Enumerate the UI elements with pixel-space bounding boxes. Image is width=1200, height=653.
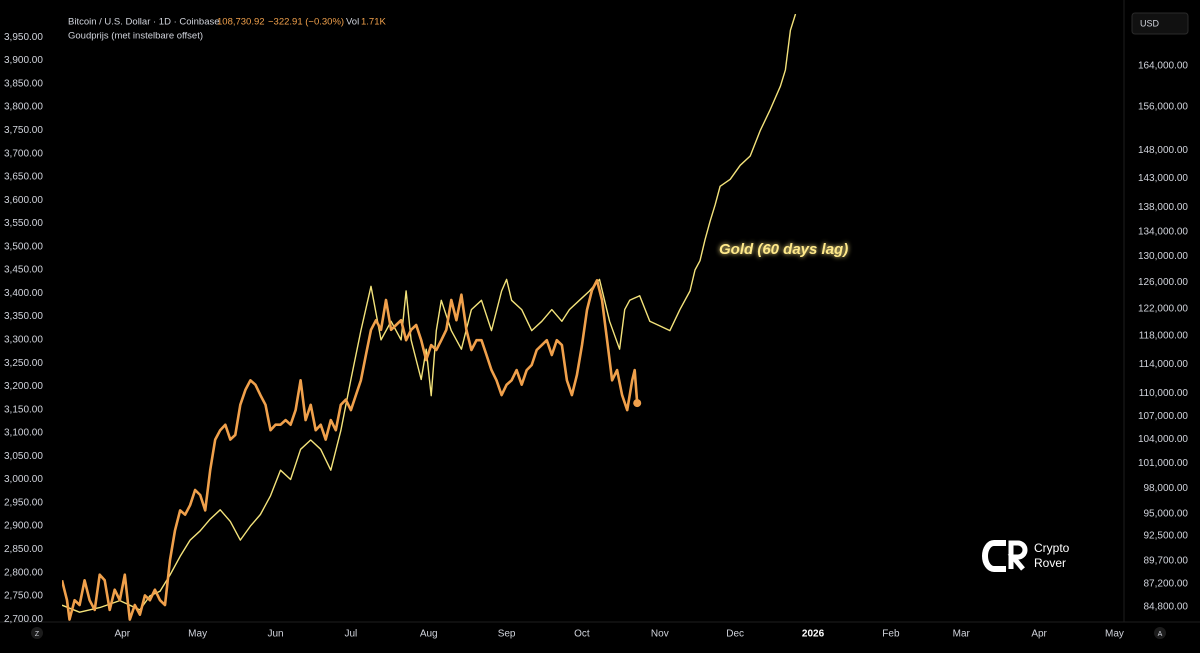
x-tick-label: Oct	[574, 629, 590, 640]
logo-text: Crypto	[1034, 541, 1070, 555]
y-tick-label: 3,700.00	[4, 148, 43, 159]
x-tick-label: Feb	[882, 629, 900, 640]
y-tick-label: 3,150.00	[4, 404, 43, 415]
zoom-button[interactable]	[31, 627, 43, 639]
last-price: 108,730.92	[217, 17, 265, 28]
currency-button-label[interactable]: USD	[1140, 18, 1160, 28]
y-tick-label: 2,850.00	[4, 544, 43, 555]
zoom-button-label[interactable]: Z	[35, 631, 40, 638]
y2-tick-label: 107,000.00	[1138, 411, 1188, 422]
logo-mark	[982, 540, 1006, 572]
currency-button[interactable]	[1131, 12, 1189, 35]
y-tick-label: 2,950.00	[4, 497, 43, 508]
y-tick-label: 3,400.00	[4, 288, 43, 299]
x-tick-label: May	[1105, 629, 1124, 640]
y-tick-label: 3,500.00	[4, 241, 43, 252]
y-tick-label: 3,050.00	[4, 451, 43, 462]
y2-tick-label: 89,700.00	[1144, 556, 1189, 567]
y2-tick-label: 101,000.00	[1138, 458, 1188, 469]
y2-tick-label: 114,000.00	[1139, 359, 1189, 370]
price-change: −322.91 (−0.30%)	[268, 17, 344, 28]
x-tick-label: Sep	[498, 629, 516, 640]
auto-scale-button-label[interactable]: A	[1158, 631, 1163, 638]
y-tick-label: 3,250.00	[4, 358, 43, 369]
y2-tick-label: 92,500.00	[1144, 530, 1189, 541]
y-tick-label: 3,600.00	[4, 195, 43, 206]
y-tick-label: 3,650.00	[4, 172, 43, 183]
y-tick-label: 3,750.00	[4, 125, 43, 136]
logo-text: Rover	[1034, 556, 1066, 570]
y2-tick-label: 122,000.00	[1138, 303, 1188, 314]
x-tick-label: Aug	[420, 629, 438, 640]
y-tick-label: 3,850.00	[4, 78, 43, 89]
y-tick-label: 2,800.00	[4, 567, 43, 578]
y-tick-label: 2,700.00	[4, 614, 43, 625]
series-line	[62, 279, 639, 621]
series-legend: Goudprijs (met instelbare offset)	[68, 31, 203, 42]
y2-tick-label: 156,000.00	[1138, 102, 1188, 113]
volume-value: 1.71K	[361, 17, 386, 28]
y2-tick-label: 138,000.00	[1138, 202, 1188, 213]
y2-tick-label: 148,000.00	[1138, 145, 1188, 156]
x-tick-label: Apr	[115, 629, 131, 640]
y2-tick-label: 104,000.00	[1138, 434, 1188, 445]
auto-scale-button[interactable]	[1154, 627, 1166, 639]
x-tick-label: Apr	[1031, 629, 1047, 640]
y-tick-label: 3,000.00	[4, 474, 43, 485]
y-tick-label: 2,900.00	[4, 521, 43, 532]
x-tick-label: May	[188, 629, 207, 640]
y-tick-label: 3,450.00	[4, 265, 43, 276]
x-tick-label: Nov	[651, 629, 669, 640]
y2-tick-label: 84,800.00	[1144, 602, 1189, 613]
last-point	[633, 399, 642, 408]
y-tick-label: 2,750.00	[4, 591, 43, 602]
y2-tick-label: 143,000.00	[1138, 173, 1188, 184]
y2-tick-label: 118,000.00	[1139, 331, 1189, 342]
y-tick-label: 3,100.00	[4, 428, 43, 439]
x-tick-label: Dec	[726, 629, 744, 640]
y2-tick-label: 134,000.00	[1138, 226, 1188, 237]
y-tick-label: 3,900.00	[4, 55, 43, 66]
y2-tick-label: 164,000.00	[1138, 61, 1188, 72]
annotation: Gold (60 days lag)	[719, 241, 848, 258]
y-tick-label: 3,200.00	[4, 381, 43, 392]
y-tick-label: 3,350.00	[4, 311, 43, 322]
logo: Crypto Rover	[982, 540, 1070, 572]
y2-tick-label: 87,200.00	[1144, 579, 1189, 590]
y2-tick-label: 130,000.00	[1138, 251, 1188, 262]
y2-tick-label: 126,000.00	[1138, 277, 1188, 288]
y-tick-label: 3,550.00	[4, 218, 43, 229]
y2-tick-label: 95,000.00	[1144, 508, 1189, 519]
logo-mark	[1007, 540, 1028, 571]
volume-label: Vol	[346, 17, 359, 28]
y-tick-label: 3,800.00	[4, 102, 43, 113]
y-tick-label: 3,950.00	[4, 32, 43, 43]
y2-tick-label: 110,000.00	[1139, 388, 1189, 399]
x-tick-label: 2026	[802, 629, 825, 640]
series-legend: Bitcoin / U.S. Dollar · 1D · Coinbase	[68, 17, 220, 28]
x-tick-label: Jun	[267, 629, 283, 640]
y-tick-label: 3,300.00	[4, 335, 43, 346]
y2-tick-label: 98,000.00	[1144, 483, 1189, 494]
x-tick-label: Mar	[953, 629, 971, 640]
x-tick-label: Jul	[344, 629, 357, 640]
plot-area	[62, 14, 797, 621]
